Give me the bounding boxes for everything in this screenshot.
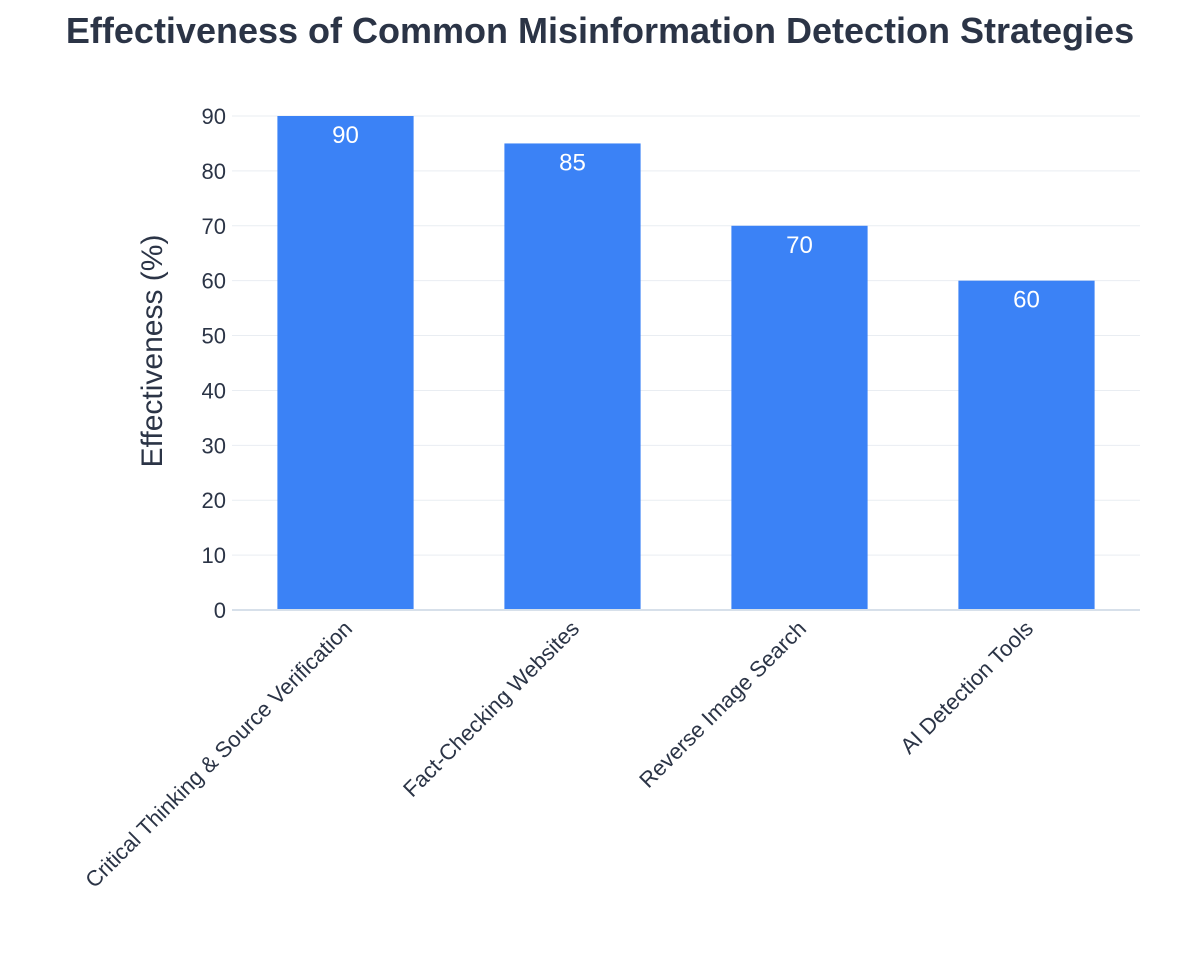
data-label-2: 85 [559, 149, 586, 176]
bar-1 [277, 116, 414, 610]
y-tick-label-10: 10 [202, 543, 226, 568]
bar-3 [731, 225, 868, 610]
y-tick-label-20: 20 [202, 488, 226, 513]
x-category-layer: Critical Thinking & Source Verification F… [80, 616, 1038, 893]
y-tick-label-40: 40 [202, 378, 226, 403]
bar-2 [504, 143, 641, 610]
y-axis-title: Effectiveness (%) [136, 235, 169, 468]
chart-title: Effectiveness of Common Misinformation D… [65, 10, 1135, 51]
y-tick-label-60: 60 [202, 269, 226, 294]
data-label-1: 90 [332, 122, 359, 149]
data-label-4: 60 [1013, 287, 1040, 314]
y-tick-label-0: 0 [214, 598, 226, 623]
x-category-label-4: AI Detection Tools [895, 616, 1038, 759]
y-tick-label-30: 30 [202, 433, 226, 458]
y-tick-label-70: 70 [202, 214, 226, 239]
y-tick-label-90: 90 [202, 104, 226, 129]
data-label-3: 70 [786, 232, 813, 259]
y-tick-layer: 0 10 20 30 40 50 60 70 80 90 [202, 104, 226, 623]
x-category-label-2: Fact-Checking Websites [398, 616, 584, 802]
bar-4 [958, 280, 1095, 610]
x-category-label-1: Critical Thinking & Source Verification [80, 616, 357, 893]
data-label-layer: 90 85 70 60 [332, 122, 1040, 314]
x-category-label-3: Reverse Image Search [634, 616, 811, 793]
bar-layer [277, 116, 1095, 610]
y-tick-label-50: 50 [202, 324, 226, 349]
y-tick-label-80: 80 [202, 159, 226, 184]
